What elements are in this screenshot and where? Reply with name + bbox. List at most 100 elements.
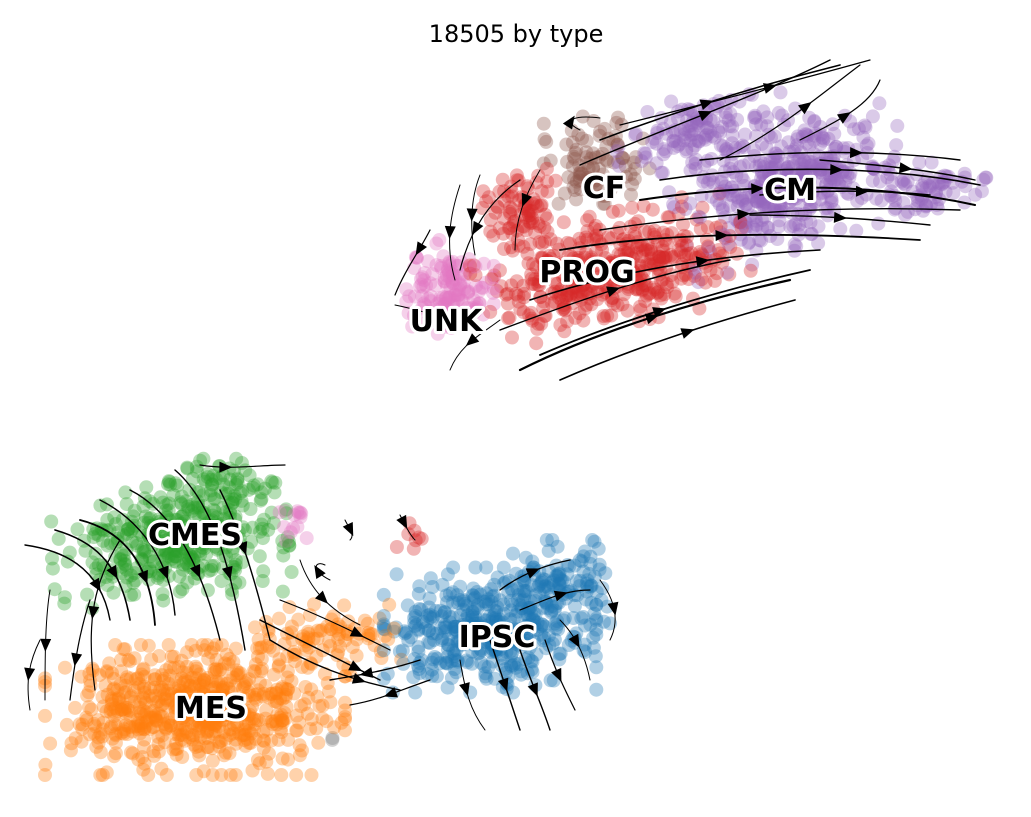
point-cm	[929, 185, 943, 200]
point-mes	[38, 768, 52, 782]
point-cm	[754, 171, 769, 186]
point-prog	[534, 316, 549, 331]
point-mes	[233, 666, 248, 681]
chart-title: 18505 by type	[429, 20, 604, 48]
point-ipsc	[421, 635, 436, 650]
point-cmes	[219, 504, 234, 519]
point-prog	[537, 266, 552, 281]
point-cmes	[96, 533, 111, 548]
point-ipsc	[448, 622, 463, 637]
point-cmes	[218, 486, 233, 501]
point-mes	[169, 704, 183, 719]
point-unk	[444, 274, 459, 289]
point-cm	[681, 119, 696, 134]
point-cmes	[246, 478, 261, 493]
point-unk	[478, 275, 493, 290]
point-mes	[124, 745, 138, 760]
point-ipsc	[517, 592, 531, 607]
point-mes	[222, 701, 237, 716]
point-mes	[207, 690, 222, 705]
point-cm	[871, 216, 886, 231]
point-cm	[915, 190, 930, 205]
point-cmes	[213, 517, 228, 531]
point-mes	[215, 713, 230, 728]
point-mes	[242, 735, 257, 750]
point-prog	[516, 290, 531, 305]
point-cmes	[177, 514, 192, 529]
point-cmes	[268, 475, 283, 490]
point-ipsc	[552, 567, 566, 582]
cluster-label-cf: CF	[583, 171, 626, 206]
point-cm	[824, 195, 839, 210]
point-ipsc	[584, 578, 599, 593]
point-prog	[567, 264, 582, 279]
point-unk	[439, 301, 454, 316]
point-prog	[709, 220, 723, 235]
point-ipsc	[513, 664, 528, 679]
point-prog	[545, 258, 560, 273]
point-cmes	[113, 552, 128, 567]
point-prog	[553, 318, 568, 332]
point-ipsc	[537, 572, 552, 587]
point-cmes	[119, 562, 134, 577]
point-mes	[121, 703, 136, 717]
point-cmes	[127, 566, 142, 581]
point-mes	[212, 739, 227, 754]
point-cmes	[151, 512, 166, 527]
point-mes	[218, 708, 233, 723]
point-mes	[289, 708, 304, 723]
point-ipsc	[544, 603, 559, 618]
point-mes	[275, 691, 290, 706]
point-ipsc	[461, 623, 475, 638]
point-cmes	[167, 549, 182, 564]
point-mes	[264, 733, 279, 748]
point-cm	[738, 190, 753, 205]
point-prog	[466, 258, 481, 273]
point-mes	[301, 626, 316, 641]
point-ipsc	[448, 625, 463, 640]
point-ipsc	[576, 610, 591, 624]
point-mes	[275, 713, 290, 728]
point-cmes	[45, 551, 59, 566]
point-mes	[87, 716, 102, 731]
point-cmes	[119, 497, 134, 512]
point-ipsc	[376, 619, 391, 634]
point-unk	[424, 294, 438, 309]
point-prog	[676, 217, 690, 232]
point-unk	[419, 278, 434, 293]
point-cmes	[168, 476, 183, 491]
point-ipsc	[589, 682, 604, 697]
point-mes	[120, 670, 134, 685]
point-cf	[537, 132, 552, 147]
point-mes	[143, 721, 158, 736]
point-prog	[625, 200, 640, 215]
point-cmes	[137, 515, 152, 530]
point-cm	[886, 153, 901, 168]
point-cm	[698, 132, 713, 147]
point-prog	[401, 527, 416, 542]
point-mes	[108, 746, 123, 761]
point-ipsc	[541, 580, 556, 595]
point-cm	[745, 220, 760, 235]
point-cmes	[173, 495, 188, 510]
point-cmes	[159, 509, 174, 524]
point-cm	[824, 193, 839, 208]
point-ipsc	[438, 618, 452, 633]
point-mes	[177, 701, 192, 716]
point-ipsc	[505, 597, 520, 612]
point-ipsc	[498, 628, 513, 643]
point-prog	[633, 299, 648, 314]
point-cmes	[275, 533, 290, 548]
point-prog	[584, 297, 599, 312]
point-prog	[537, 234, 552, 249]
point-cmes	[146, 496, 160, 511]
point-cm	[869, 191, 884, 206]
point-mes	[226, 670, 241, 685]
point-cmes	[88, 546, 103, 561]
point-prog	[570, 269, 585, 284]
point-mes	[198, 703, 212, 718]
cluster-label-cm: CM	[764, 173, 816, 208]
point-mes	[242, 672, 257, 687]
point-ipsc	[519, 629, 534, 644]
point-ipsc	[532, 577, 547, 592]
